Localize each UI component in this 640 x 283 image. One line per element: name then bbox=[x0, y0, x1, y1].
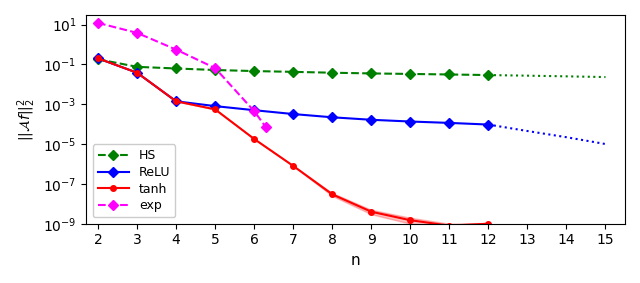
HS bbox=[133, 65, 141, 68]
HS bbox=[406, 72, 414, 76]
ReLU bbox=[94, 57, 102, 60]
exp bbox=[250, 110, 258, 113]
HS bbox=[484, 73, 492, 77]
HS bbox=[367, 72, 375, 75]
tanh bbox=[289, 164, 297, 168]
HS bbox=[172, 67, 180, 70]
HS bbox=[328, 71, 336, 74]
ReLU bbox=[328, 115, 336, 119]
exp bbox=[262, 125, 269, 129]
tanh bbox=[133, 71, 141, 74]
tanh bbox=[211, 108, 219, 111]
ReLU bbox=[172, 100, 180, 103]
ReLU bbox=[406, 120, 414, 123]
exp bbox=[133, 31, 141, 35]
Legend: HS, ReLU, tanh, exp: HS, ReLU, tanh, exp bbox=[93, 144, 175, 217]
tanh bbox=[367, 210, 375, 213]
ReLU bbox=[211, 104, 219, 108]
exp bbox=[172, 48, 180, 51]
HS bbox=[445, 73, 453, 76]
tanh bbox=[250, 137, 258, 141]
tanh bbox=[406, 218, 414, 222]
HS bbox=[211, 68, 219, 72]
Line: exp: exp bbox=[95, 20, 269, 131]
tanh bbox=[445, 224, 453, 227]
exp bbox=[94, 21, 102, 25]
tanh bbox=[328, 193, 336, 196]
ReLU bbox=[484, 123, 492, 126]
ReLU bbox=[250, 108, 258, 112]
ReLU bbox=[445, 121, 453, 125]
Y-axis label: $||\mathcal{A}f||_2^2$: $||\mathcal{A}f||_2^2$ bbox=[15, 98, 38, 141]
Line: HS: HS bbox=[95, 56, 492, 78]
HS bbox=[250, 69, 258, 73]
X-axis label: n: n bbox=[351, 253, 360, 268]
tanh bbox=[172, 100, 180, 103]
ReLU bbox=[367, 118, 375, 121]
Line: tanh: tanh bbox=[95, 55, 491, 228]
tanh bbox=[94, 57, 102, 60]
exp bbox=[211, 67, 219, 70]
tanh bbox=[484, 222, 492, 226]
ReLU bbox=[289, 112, 297, 116]
HS bbox=[289, 70, 297, 74]
Line: ReLU: ReLU bbox=[95, 55, 492, 128]
HS bbox=[94, 57, 102, 61]
ReLU bbox=[133, 71, 141, 74]
